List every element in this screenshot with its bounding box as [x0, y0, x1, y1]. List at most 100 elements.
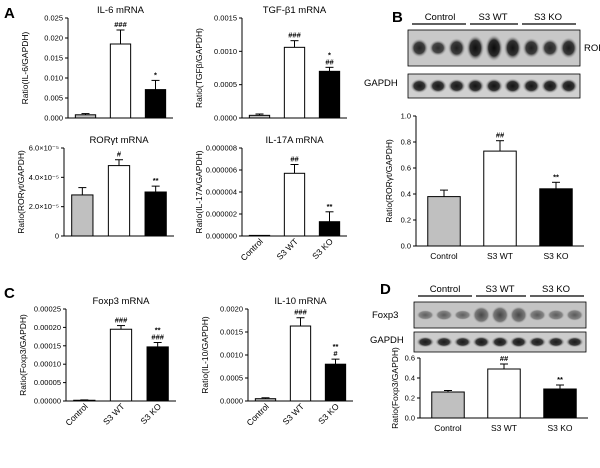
y-tick-label: 0.000002 — [206, 210, 237, 219]
panel-letter-b: B — [392, 9, 403, 26]
blot-b-rorgt-bands — [410, 34, 578, 62]
y-tick-label: 0.000 — [44, 114, 63, 123]
y-tick-label: 0 — [55, 232, 59, 241]
bar-s3-wt — [487, 368, 521, 419]
blot-band — [472, 336, 491, 348]
y-axis-label: Ratio(IL-6/GAPDH) — [20, 31, 30, 104]
blot-band — [485, 78, 503, 94]
y-tick-label: 0.0010 — [220, 351, 243, 360]
bar-s3-wt — [483, 150, 517, 247]
chart-title: TGF-β1 mRNA — [263, 5, 327, 16]
x-tick-label: Control — [238, 236, 265, 263]
y-tick-label: 0.0015 — [220, 328, 243, 337]
bar-s3-ko — [324, 363, 347, 402]
blot-band — [447, 37, 466, 59]
significance-label: ### — [288, 31, 301, 40]
y-tick-label: 0.6 — [405, 354, 415, 363]
blot-band — [565, 308, 584, 322]
x-tick-label: Control — [434, 423, 462, 433]
blot-band — [565, 336, 584, 348]
blot-band — [528, 336, 547, 348]
y-tick-label: 0.4 — [401, 190, 411, 199]
blot-band — [522, 78, 541, 94]
blot-d-gapdh-label: GAPDH — [370, 335, 404, 346]
blot-band — [429, 39, 447, 57]
y-tick-label: 0.6 — [401, 164, 411, 173]
y-axis-label: Ratio(Foxp3/GAPDH) — [390, 347, 400, 429]
y-tick-label: 0.0000 — [214, 114, 237, 123]
blot-band — [559, 78, 578, 94]
blot-b-gapdh-bands — [410, 78, 578, 94]
blot-band — [491, 336, 509, 348]
chart-title: IL-10 mRNA — [274, 296, 327, 307]
significance-label: ### — [114, 20, 127, 29]
blot-band — [410, 78, 429, 94]
blot-band — [453, 336, 472, 348]
blot-band — [541, 78, 559, 94]
y-tick-label: 0.0010 — [214, 47, 237, 56]
y-tick-label: 0.00015 — [34, 341, 61, 350]
y-tick-label: 0.000004 — [206, 188, 237, 197]
chart-title: IL-17A mRNA — [265, 135, 324, 146]
y-tick-label: 0.0020 — [220, 305, 243, 314]
bar-s3-wt — [109, 43, 132, 119]
y-tick-label: 0.8 — [401, 138, 411, 147]
bar-control — [431, 391, 465, 419]
bar-s3-wt — [107, 165, 131, 237]
blot-band — [429, 78, 447, 94]
blot-band — [522, 37, 541, 59]
bar-control — [248, 114, 271, 119]
bar-control — [71, 194, 94, 237]
bar-control — [254, 398, 277, 402]
chart-title: IL-6 mRNA — [97, 5, 145, 16]
panel-letter-d: D — [380, 281, 391, 298]
significance-label: * — [328, 50, 331, 59]
blot-d-group-ko: S3 KO — [542, 284, 570, 295]
significance-label: ** — [557, 375, 563, 384]
x-tick-label: Control — [63, 401, 90, 428]
y-tick-label: 0.00020 — [34, 323, 61, 332]
bar-s3-ko — [146, 346, 169, 402]
significance-label: * — [154, 70, 157, 79]
significance-label: # — [333, 349, 338, 358]
blot-band — [447, 78, 466, 94]
blot-d: Control S3 WT S3 KO Foxp3 GAPDH — [370, 284, 587, 353]
x-tick-label: Control — [430, 251, 458, 261]
y-tick-label: 0.020 — [44, 34, 63, 43]
bar-s3-wt — [109, 328, 133, 402]
chart-title: Foxp3 mRNA — [92, 296, 150, 307]
x-tick-label: S3 WT — [487, 251, 513, 261]
y-tick-label: 1.0 — [401, 112, 411, 121]
blot-band — [541, 38, 559, 58]
significance-label: ## — [325, 57, 334, 66]
blot-band — [509, 336, 528, 348]
y-tick-label: 0.0015 — [214, 14, 237, 23]
blot-b: Control S3 WT S3 KO RORγt GAPDH — [364, 12, 600, 99]
bar-s3-ko — [539, 188, 573, 247]
blot-band — [435, 309, 453, 321]
significance-label: ## — [496, 131, 505, 140]
y-tick-label: 0.000000 — [206, 232, 237, 241]
bar-s3-ko — [543, 388, 577, 419]
bar-control — [248, 234, 271, 237]
x-tick-label: S3 WT — [274, 236, 299, 261]
y-tick-label: 0.0000 — [220, 397, 243, 406]
blot-d-foxp3-label: Foxp3 — [372, 310, 398, 321]
blot-d-group-wt: S3 WT — [485, 284, 514, 295]
x-tick-label: Control — [244, 401, 271, 428]
blot-d-foxp3-bands — [416, 305, 584, 325]
y-tick-label: 0.025 — [44, 14, 63, 23]
chart-rorgt-western-quant: 0.0 0.2 0.4 0.6 0.8 1.0 Ratio(RORγt/GAPDH) Cont… — [384, 112, 584, 261]
y-tick-label: 0.00010 — [34, 360, 61, 369]
y-tick-label: 2.0×10⁻⁵ — [29, 202, 59, 211]
y-tick-label: 0.000006 — [206, 166, 237, 175]
significance-label: ### — [115, 316, 128, 325]
blot-band — [466, 78, 485, 94]
bar-s3-wt — [283, 172, 306, 237]
y-tick-label: 0.00000 — [34, 397, 61, 406]
blot-band — [410, 38, 429, 58]
y-tick-label: 0.0005 — [220, 374, 243, 383]
chart-foxp3-western-quant: 0.0 0.2 0.4 0.6 Ratio(Foxp3/GAPDH) Control ## S… — [390, 347, 588, 433]
blot-band — [503, 78, 522, 94]
